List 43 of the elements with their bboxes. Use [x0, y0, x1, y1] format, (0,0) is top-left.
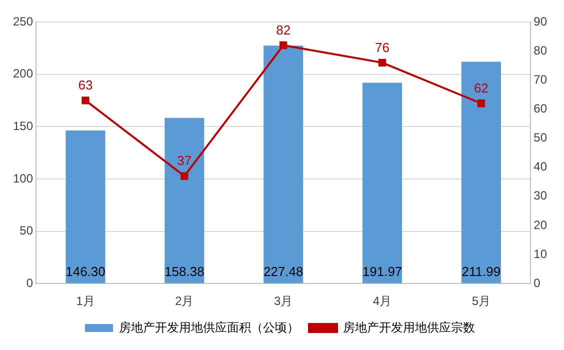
x-tick-label: 2月	[175, 294, 194, 308]
data-label: 227.48	[263, 264, 304, 280]
y2-tick-label: 20	[534, 218, 548, 232]
y-tick-label: 0	[26, 276, 34, 290]
y-tick-label: 50	[20, 224, 34, 238]
bar	[362, 82, 402, 284]
point	[180, 172, 188, 180]
point	[82, 96, 90, 104]
data-label: 211.99	[462, 264, 501, 280]
legend-label: 房地产开发用地供应宗数	[343, 320, 475, 334]
x-tick-label: 1月	[76, 294, 95, 308]
data-label: 37	[177, 153, 192, 168]
data-label: 63	[78, 78, 93, 93]
y-tick-label: 150	[12, 118, 34, 133]
y2-tick-label: 40	[534, 160, 548, 174]
point	[477, 100, 486, 108]
y2-tick-label: 90	[534, 14, 548, 28]
y-tick-label: 250	[12, 14, 34, 28]
y2-tick-label: 60	[534, 102, 548, 116]
data-label: 146.30	[66, 264, 106, 280]
y2-tick-label: 80	[534, 43, 548, 58]
y2-tick-label: 70	[534, 72, 548, 86]
x-tick-label: 5月	[472, 294, 491, 308]
data-label: 191.97	[362, 264, 402, 280]
bar	[461, 62, 501, 284]
legend-label: 房地产开发用地供应面积（公顷）	[119, 320, 299, 334]
y-tick-label: 200	[12, 66, 34, 81]
data-label: 76	[375, 40, 390, 55]
data-label: 82	[276, 22, 291, 38]
y2-tick-label: 10	[534, 246, 548, 261]
y-tick-label: 100	[12, 171, 34, 186]
point	[378, 58, 386, 67]
point	[280, 41, 288, 50]
bar	[264, 46, 304, 284]
y2-tick-label: 0	[534, 276, 541, 290]
x-tick-label: 4月	[372, 294, 392, 308]
bar	[66, 130, 106, 284]
y2-tick-label: 50	[534, 130, 548, 145]
bar	[164, 118, 204, 284]
data-label: 158.38	[164, 264, 204, 280]
y2-tick-label: 30	[534, 188, 548, 203]
x-tick-label: 3月	[274, 294, 293, 308]
data-label: 62	[474, 80, 488, 96]
